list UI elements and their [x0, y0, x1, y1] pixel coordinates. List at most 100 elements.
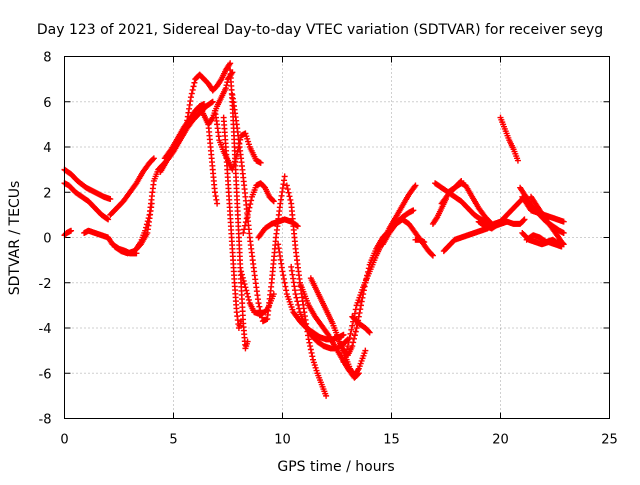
data-point-marker [285, 189, 292, 196]
data-series [349, 313, 373, 336]
data-point-marker [284, 186, 291, 193]
x-tick-label: 10 [274, 433, 291, 448]
data-point-marker [242, 130, 249, 137]
data-point-marker [68, 227, 75, 234]
data-point-marker [345, 339, 352, 346]
data-point-marker [307, 343, 314, 350]
data-point-marker [188, 90, 195, 97]
data-series [438, 180, 495, 227]
x-tick-label: 15 [383, 433, 400, 448]
data-point-marker [346, 334, 353, 341]
data-point-marker [560, 229, 567, 236]
data-point-marker [257, 159, 264, 166]
y-tick-label: -8 [39, 413, 52, 428]
data-point-marker [247, 201, 254, 208]
data-point-marker [520, 217, 527, 224]
data-point-marker [201, 101, 208, 108]
data-point-marker [296, 305, 303, 312]
data-point-marker [245, 141, 252, 148]
data-point-marker [191, 79, 198, 86]
data-series [61, 227, 75, 239]
data-point-marker [306, 339, 313, 346]
data-point-marker [243, 133, 250, 140]
y-tick-label: 8 [43, 51, 51, 66]
data-point-marker [349, 322, 356, 329]
data-point-marker [514, 157, 521, 164]
y-axis-label: SDTVAR / TECUs [7, 181, 23, 296]
data-point-marker [311, 362, 318, 369]
data-point-marker [244, 338, 251, 345]
data-point-marker [270, 198, 277, 205]
data-point-marker [294, 298, 301, 305]
data-point-marker [150, 155, 157, 162]
data-series [379, 216, 436, 259]
data-point-marker [429, 251, 436, 258]
data-point-marker [351, 332, 358, 339]
data-series [220, 114, 245, 331]
data-point-marker [227, 60, 234, 67]
y-tick-label: 4 [43, 141, 51, 156]
data-series [528, 193, 567, 248]
data-point-marker [240, 277, 247, 284]
data-point-marker [283, 182, 290, 189]
data-point-marker [213, 196, 220, 203]
y-tick-label: 6 [43, 96, 51, 111]
data-point-marker [292, 291, 299, 298]
data-point-marker [429, 252, 436, 259]
data-point-marker [244, 135, 251, 142]
data-point-marker [352, 328, 359, 335]
data-series [157, 98, 216, 175]
data-series [283, 182, 330, 399]
data-point-marker [243, 287, 250, 294]
data-point-marker [347, 330, 354, 337]
data-point-marker [560, 218, 567, 225]
data-point-marker [351, 310, 358, 317]
data-point-marker [410, 207, 417, 214]
data-series [412, 236, 428, 246]
data-point-marker [269, 197, 276, 204]
data-point-marker [358, 298, 365, 305]
data-point-marker [255, 300, 262, 307]
data-point-marker [293, 294, 300, 301]
data-point-marker [211, 189, 218, 196]
data-point-marker [223, 82, 230, 89]
data-series [238, 268, 277, 318]
data-point-marker [310, 356, 317, 363]
data-point-marker [340, 358, 347, 365]
data-point-marker [281, 279, 288, 286]
data-point-marker [366, 329, 373, 336]
data-point-marker [105, 216, 112, 223]
data-series [133, 128, 188, 252]
data-point-marker [142, 227, 149, 234]
data-point-marker [244, 290, 251, 297]
data-series [161, 101, 208, 162]
axis-ticks: 0 5 10 15 20 25 -8 -6 -4 -2 0 2 4 6 8 [39, 51, 618, 448]
y-tick-label: -6 [39, 367, 52, 382]
data-point-marker [143, 221, 150, 228]
data-point-marker [344, 343, 351, 350]
data-point-marker [279, 268, 286, 275]
data-point-marker [248, 197, 255, 204]
data-point-marker [283, 287, 290, 294]
data-point-marker [245, 296, 252, 303]
data-point-marker [190, 83, 197, 90]
data-point-marker [240, 229, 247, 236]
data-series [205, 121, 221, 207]
data-series [336, 207, 417, 359]
data-point-marker [238, 318, 245, 325]
data-series [497, 114, 521, 164]
data-point-marker [353, 325, 360, 331]
data-point-marker [243, 215, 250, 222]
data-point-marker [145, 215, 152, 222]
data-point-marker [421, 239, 428, 246]
data-point-marker [212, 193, 219, 200]
data-point-marker [362, 347, 369, 354]
data-point-marker [282, 283, 289, 290]
data-point-marker [241, 281, 248, 288]
data-point-marker [313, 367, 320, 374]
data-point-marker [150, 156, 157, 163]
data-point-marker [209, 98, 216, 105]
y-tick-label: -4 [39, 322, 52, 337]
